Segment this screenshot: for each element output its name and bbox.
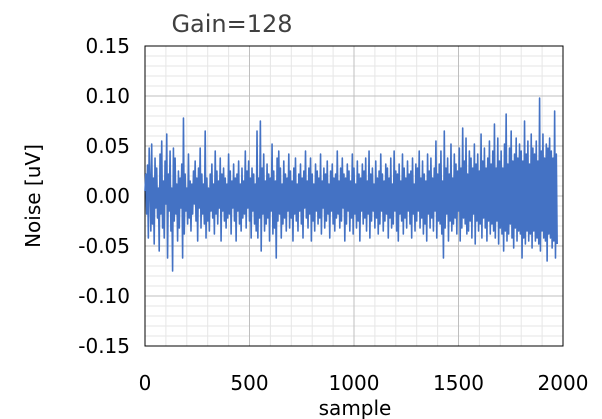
x-tick-label: 1000: [329, 371, 380, 395]
x-tick-label: 1500: [433, 371, 484, 395]
chart-title: Gain=128: [171, 10, 292, 38]
y-tick-label: 0.10: [85, 84, 130, 108]
x-tick-labels: 0 500 1000 1500 2000: [139, 371, 589, 395]
y-tick-label: -0.15: [78, 334, 130, 358]
y-tick-label: 0.15: [85, 34, 130, 58]
y-tick-labels: 0.15 0.10 0.05 0.00 -0.05 -0.10 -0.15: [78, 34, 130, 358]
noise-series-line: [144, 97, 558, 272]
y-tick-label: -0.05: [78, 234, 130, 258]
y-axis-label: Noise [uV]: [21, 144, 45, 248]
x-tick-label: 0: [139, 371, 152, 395]
x-tick-label: 2000: [538, 371, 589, 395]
x-tick-label: 500: [230, 371, 268, 395]
y-tick-label: 0.00: [85, 184, 130, 208]
x-axis-label: sample: [319, 396, 392, 419]
plot-area-frame: [144, 45, 564, 347]
series-layer: [144, 97, 558, 272]
y-tick-label: -0.10: [78, 284, 130, 308]
y-tick-label: 0.05: [85, 134, 130, 158]
